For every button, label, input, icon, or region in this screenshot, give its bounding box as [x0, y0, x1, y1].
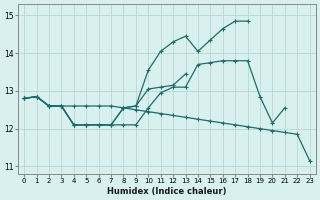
X-axis label: Humidex (Indice chaleur): Humidex (Indice chaleur)	[107, 187, 227, 196]
